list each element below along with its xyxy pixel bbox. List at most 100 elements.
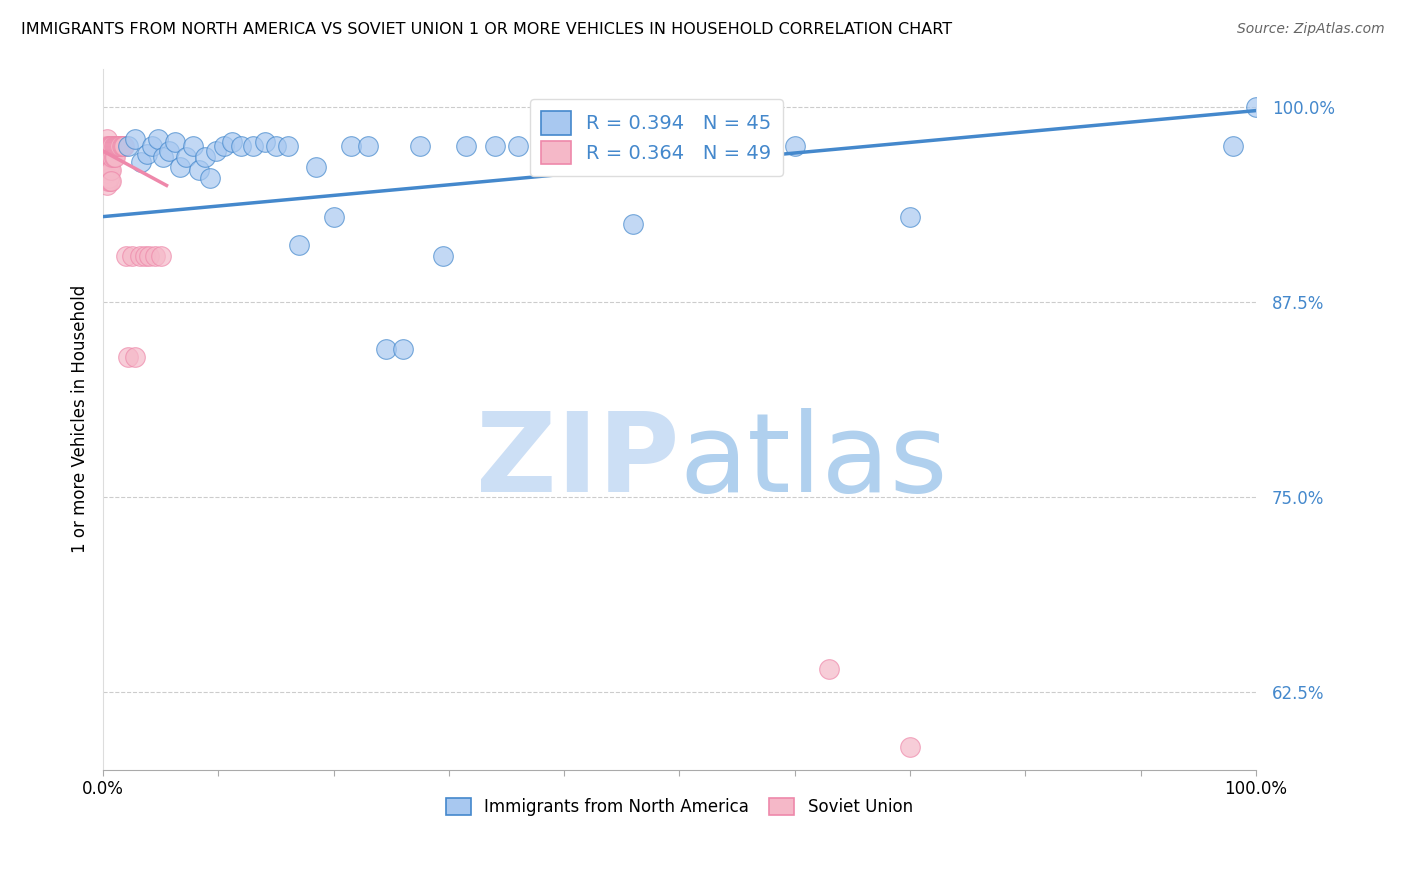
- Text: ZIP: ZIP: [477, 408, 679, 515]
- Legend: Immigrants from North America, Soviet Union: Immigrants from North America, Soviet Un…: [437, 790, 921, 825]
- Point: [121, 249, 143, 263]
- Point: [96, 155, 118, 169]
- Point: [110, 139, 132, 153]
- Point: [103, 150, 125, 164]
- Point: [100, 150, 122, 164]
- Point: [97, 139, 120, 153]
- Point: [108, 139, 131, 153]
- Text: atlas: atlas: [679, 408, 948, 515]
- Point: [221, 135, 243, 149]
- Point: [242, 139, 264, 153]
- Point: [96, 144, 118, 158]
- Text: IMMIGRANTS FROM NORTH AMERICA VS SOVIET UNION 1 OR MORE VEHICLES IN HOUSEHOLD CO: IMMIGRANTS FROM NORTH AMERICA VS SOVIET …: [21, 22, 952, 37]
- Point: [231, 139, 253, 153]
- Point: [98, 150, 121, 164]
- Point: [200, 170, 222, 185]
- Point: [103, 139, 125, 153]
- Point: [253, 135, 276, 149]
- Point: [104, 150, 127, 164]
- Point: [152, 150, 174, 164]
- Point: [374, 342, 396, 356]
- Point: [212, 139, 235, 153]
- Point: [96, 166, 118, 180]
- Point: [409, 139, 432, 153]
- Point: [107, 139, 129, 153]
- Point: [112, 139, 135, 153]
- Point: [141, 139, 163, 153]
- Point: [432, 249, 454, 263]
- Y-axis label: 1 or more Vehicles in Household: 1 or more Vehicles in Household: [72, 285, 89, 553]
- Point: [117, 350, 139, 364]
- Point: [392, 342, 415, 356]
- Point: [714, 139, 737, 153]
- Point: [100, 174, 122, 188]
- Point: [97, 160, 120, 174]
- Point: [149, 249, 172, 263]
- Point: [506, 139, 529, 153]
- Point: [104, 139, 127, 153]
- Point: [181, 139, 204, 153]
- Point: [97, 162, 120, 177]
- Point: [163, 135, 186, 149]
- Point: [305, 160, 328, 174]
- Point: [898, 739, 921, 754]
- Point: [193, 150, 215, 164]
- Point: [98, 174, 121, 188]
- Point: [357, 139, 380, 153]
- Point: [136, 147, 159, 161]
- Text: Source: ZipAtlas.com: Source: ZipAtlas.com: [1237, 22, 1385, 37]
- Point: [129, 155, 152, 169]
- Point: [818, 662, 841, 676]
- Point: [94, 150, 117, 164]
- Point: [100, 162, 122, 177]
- Point: [117, 139, 139, 153]
- Point: [668, 139, 690, 153]
- Point: [105, 139, 128, 153]
- Point: [148, 131, 170, 145]
- Point: [97, 139, 120, 153]
- Point: [96, 178, 118, 193]
- Point: [124, 350, 146, 364]
- Point: [187, 162, 209, 177]
- Point: [96, 131, 118, 145]
- Point: [97, 174, 120, 188]
- Point: [97, 150, 120, 164]
- Point: [588, 139, 610, 153]
- Point: [1244, 101, 1267, 115]
- Point: [530, 139, 553, 153]
- Point: [138, 249, 160, 263]
- Point: [110, 139, 132, 153]
- Point: [264, 139, 287, 153]
- Point: [783, 139, 806, 153]
- Point: [340, 139, 363, 153]
- Point: [621, 218, 644, 232]
- Point: [288, 237, 311, 252]
- Point: [98, 162, 121, 177]
- Point: [97, 170, 120, 185]
- Point: [94, 162, 117, 177]
- Point: [101, 139, 124, 153]
- Point: [98, 139, 121, 153]
- Point: [97, 150, 120, 164]
- Point: [129, 249, 152, 263]
- Point: [1222, 139, 1244, 153]
- Point: [277, 139, 299, 153]
- Point: [143, 249, 166, 263]
- Point: [174, 150, 197, 164]
- Point: [101, 150, 124, 164]
- Point: [205, 144, 228, 158]
- Point: [898, 210, 921, 224]
- Point: [169, 160, 191, 174]
- Point: [134, 249, 156, 263]
- Point: [456, 139, 478, 153]
- Point: [115, 249, 138, 263]
- Point: [322, 210, 344, 224]
- Point: [553, 139, 575, 153]
- Point: [100, 139, 122, 153]
- Point: [104, 139, 127, 153]
- Point: [484, 139, 506, 153]
- Point: [157, 144, 180, 158]
- Point: [94, 139, 117, 153]
- Point: [111, 139, 134, 153]
- Point: [124, 131, 146, 145]
